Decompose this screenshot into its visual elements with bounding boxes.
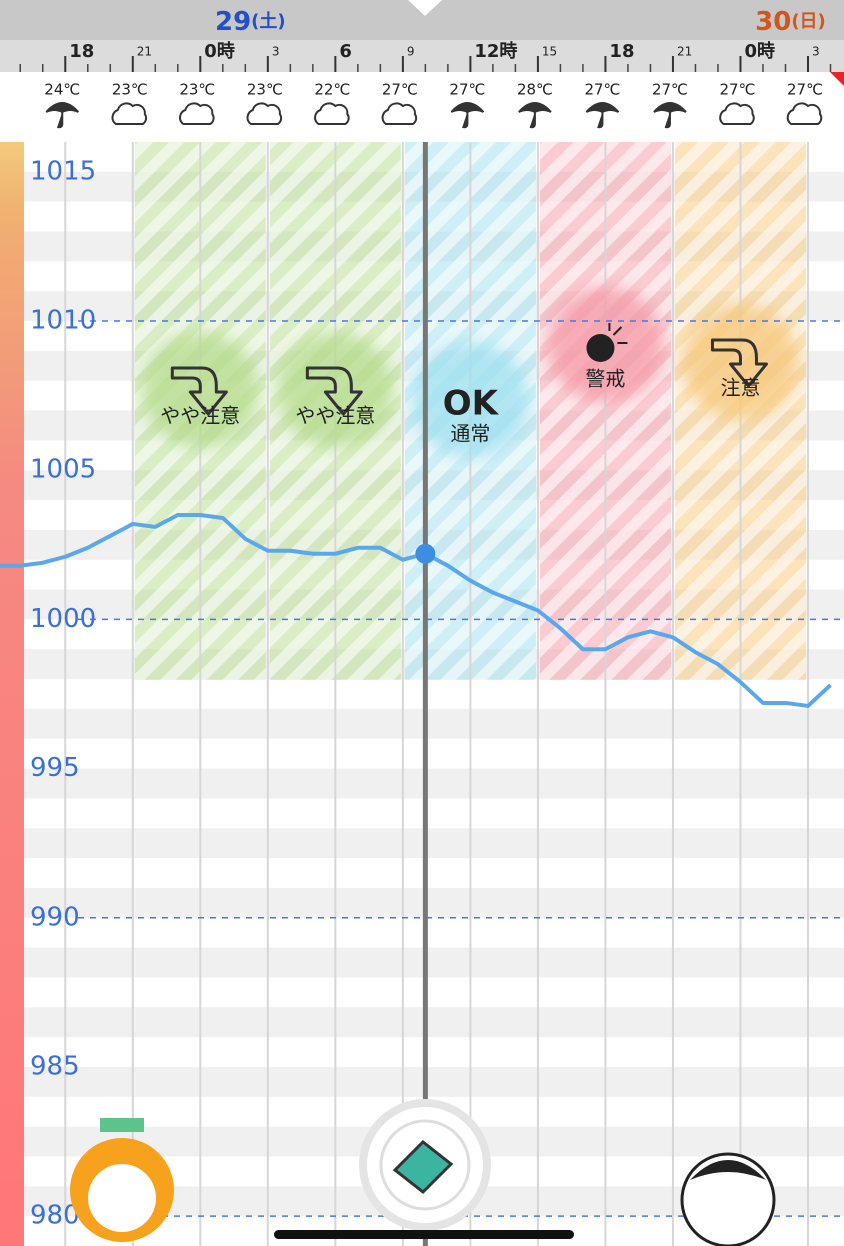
y-tick-label: 990	[30, 902, 80, 932]
x-tick-label: 0時	[744, 41, 775, 62]
stripe	[0, 1007, 844, 1038]
arrow-icon	[170, 366, 228, 416]
pressure-scale-bar	[0, 72, 24, 1246]
temperature: 24℃	[44, 81, 80, 99]
now-dot	[415, 543, 436, 564]
band-label: やや注意	[295, 404, 375, 428]
hour-ruler	[0, 40, 844, 72]
y-tick-label: 980	[30, 1201, 80, 1231]
x-tick-label: 12時	[474, 41, 517, 62]
date-weekday: (日)	[791, 11, 825, 32]
temperature: 27℃	[787, 81, 823, 99]
date-label: 30(日)	[755, 7, 826, 37]
pressure-line	[0, 512, 832, 708]
badge-glow	[412, 342, 529, 458]
stripe	[0, 708, 844, 739]
cloud-icon	[314, 102, 350, 125]
band-label: 警戒	[585, 367, 625, 391]
x-tick-label: 21	[677, 45, 692, 59]
band-label: 通常	[450, 422, 490, 446]
x-tick-label: 21	[137, 45, 152, 59]
x-tick-label: 18	[609, 41, 634, 62]
temperature: 27℃	[382, 81, 418, 99]
x-tick-label: 18	[69, 41, 94, 62]
cat-face	[680, 1152, 776, 1246]
arrow-icon	[305, 366, 363, 416]
bomb-icon	[586, 334, 615, 362]
x-tick-label: 15	[542, 45, 557, 59]
cloud-icon	[786, 102, 823, 125]
temperature: 23℃	[179, 81, 215, 99]
x-tick-label: 3	[812, 45, 820, 59]
band-label: やや注意	[160, 404, 240, 428]
cloud-icon	[179, 102, 215, 125]
arrow-icon	[710, 338, 768, 388]
y-tick-label: 1005	[30, 455, 96, 485]
pencil-icon	[392, 1139, 454, 1195]
x-tick-label: 0時	[204, 41, 235, 62]
temperature: 28℃	[517, 81, 553, 99]
rain-icon	[518, 102, 552, 129]
band-label: 注意	[720, 376, 760, 400]
date-weekday: (土)	[251, 11, 285, 32]
x-tick-label: 6	[339, 41, 352, 62]
temperature: 27℃	[449, 81, 485, 99]
stripe	[0, 768, 844, 799]
temperature: 23℃	[247, 81, 283, 99]
date-day: 29	[215, 7, 251, 37]
cloud-icon	[719, 102, 755, 125]
badge-ok: OK	[443, 384, 500, 424]
cat-patch	[690, 1160, 766, 1180]
rain-icon	[585, 102, 620, 129]
temperature: 27℃	[584, 81, 620, 99]
stripe	[0, 828, 844, 859]
temperature: 23℃	[112, 81, 148, 99]
x-tick-label: 3	[272, 45, 280, 59]
rain-icon	[45, 102, 80, 129]
home-indicator	[274, 1230, 574, 1239]
y-tick-label: 1015	[30, 156, 96, 186]
date-day: 30	[755, 7, 791, 37]
rain-icon	[450, 102, 485, 129]
y-tick-label: 985	[30, 1051, 80, 1081]
x-tick-label: 9	[407, 45, 415, 59]
stripe	[0, 1066, 844, 1097]
corner-mark	[830, 72, 844, 86]
owl-face	[88, 1164, 156, 1232]
cloud-icon	[381, 102, 418, 125]
temperature: 22℃	[314, 81, 350, 99]
y-tick-label: 1000	[30, 604, 96, 634]
temperature: 27℃	[652, 81, 688, 99]
temperature: 27℃	[720, 81, 756, 99]
cloud-icon	[111, 102, 148, 125]
rain-icon	[653, 102, 687, 129]
date-label: 29(土)	[215, 7, 286, 37]
y-tick-label: 995	[30, 753, 80, 783]
owl-hat	[100, 1118, 144, 1132]
stripe	[0, 947, 844, 978]
cloud-icon	[246, 102, 283, 125]
stripe	[0, 887, 844, 918]
bomb-spark	[608, 323, 628, 344]
date-notch	[408, 0, 442, 16]
y-tick-label: 1010	[30, 306, 96, 336]
